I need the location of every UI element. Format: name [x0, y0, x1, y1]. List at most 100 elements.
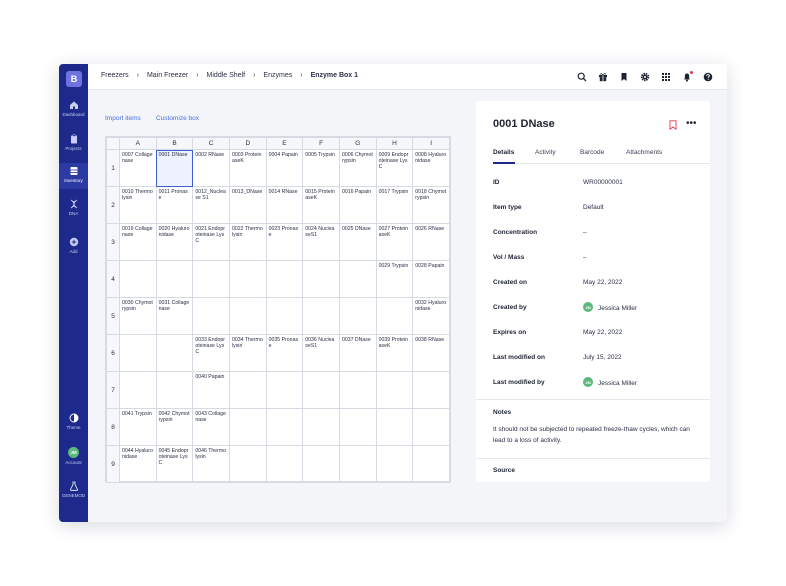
sidebar-item-dashboard[interactable]: Dashboard: [59, 97, 88, 123]
tab-activity[interactable]: Activity: [535, 149, 556, 156]
sidebar-item-dna[interactable]: DNA: [59, 196, 88, 222]
grid-cell-item[interactable]: 0007 Collagenase: [119, 149, 157, 187]
grid-cell-empty[interactable]: [302, 408, 340, 446]
tab-barcode[interactable]: Barcode: [580, 149, 605, 156]
grid-cell-empty[interactable]: [119, 371, 157, 409]
grid-cell-empty[interactable]: [265, 445, 304, 483]
grid-cell-item[interactable]: 0020 Hyaluronidase: [155, 223, 194, 261]
grid-cell-empty[interactable]: [375, 371, 414, 409]
grid-cell-item[interactable]: 0044 Hyaluronidase: [119, 445, 157, 483]
grid-cell-empty[interactable]: [302, 260, 340, 298]
grid-cell-item[interactable]: 0036 NucleaseS1: [302, 334, 340, 372]
grid-cell-item[interactable]: 0039 ProteinaseK: [375, 334, 414, 372]
customize-box-link[interactable]: Customize box: [156, 115, 199, 122]
grid-cell-empty[interactable]: [119, 260, 157, 298]
help-icon[interactable]: [701, 70, 715, 84]
grid-cell-item[interactable]: 0038 RNase: [412, 334, 450, 372]
grid-cell-item[interactable]: 0016 Papain: [338, 186, 377, 224]
grid-cell-item[interactable]: 0009 Endoproteinase LysC: [375, 149, 414, 187]
grid-cell-item[interactable]: 0042 Chymotrypsin: [155, 408, 194, 446]
grid-cell-empty[interactable]: [119, 334, 157, 372]
sidebar-item-projects[interactable]: Projects: [59, 131, 88, 157]
grid-cell-empty[interactable]: [265, 297, 304, 335]
grid-cell-item[interactable]: 0032 Hyaluronidase: [412, 297, 450, 335]
grid-cell-empty[interactable]: [192, 260, 230, 298]
app-logo[interactable]: B: [66, 71, 82, 87]
breadcrumb-enzymes[interactable]: Enzymes: [263, 72, 293, 79]
grid-cell-empty[interactable]: [338, 408, 377, 446]
grid-cell-item[interactable]: 0033 Endoproteinase LysC: [192, 334, 230, 372]
grid-cell-item[interactable]: 0005 Trypsin: [302, 149, 340, 187]
sidebar-item-genemod[interactable]: GENEMOD: [59, 478, 88, 504]
grid-cell-item[interactable]: 0013_DNase: [228, 186, 267, 224]
gift-icon[interactable]: [596, 70, 610, 84]
sidebar-item-theme[interactable]: Theme: [59, 410, 88, 436]
grid-cell-empty[interactable]: [375, 445, 414, 483]
grid-cell-empty[interactable]: [375, 408, 414, 446]
grid-cell-item[interactable]: 0017 Trypsin: [375, 186, 414, 224]
breadcrumb-main-freezer[interactable]: Main Freezer: [146, 72, 189, 79]
breadcrumb-freezers[interactable]: Freezers: [101, 72, 129, 79]
tab-details[interactable]: Details: [493, 149, 515, 156]
grid-cell-item[interactable]: 0045 Endoproteinase LysC: [155, 445, 194, 483]
sidebar-item-inventory[interactable]: Inventory: [59, 163, 88, 189]
grid-cell-item[interactable]: 0012_Nuclease S1: [192, 186, 230, 224]
grid-cell-item[interactable]: 0037 DNase: [338, 334, 377, 372]
grid-cell-empty[interactable]: [302, 445, 340, 483]
gear-icon[interactable]: [638, 70, 652, 84]
grid-cell-item[interactable]: 0021 Endoproteinase LysC: [192, 223, 230, 261]
grid-cell-item[interactable]: 0025 DNase: [338, 223, 377, 261]
more-options-icon[interactable]: •••: [686, 118, 697, 129]
grid-cell-item[interactable]: 0024 NucleaseS1: [302, 223, 340, 261]
sidebar-item-account[interactable]: JM Account: [59, 445, 88, 471]
grid-cell-item[interactable]: 0002 RNase: [192, 149, 230, 187]
tab-attachments[interactable]: Attachments: [626, 149, 663, 156]
grid-cell-empty[interactable]: [302, 297, 340, 335]
grid-cell-item[interactable]: 0006 Chymotrypsin: [338, 149, 377, 187]
grid-cell-empty[interactable]: [228, 445, 267, 483]
sidebar-item-add[interactable]: Add: [59, 234, 88, 260]
grid-cell-empty[interactable]: [228, 260, 267, 298]
grid-cell-item[interactable]: 0015 ProteinaseK: [302, 186, 340, 224]
search-icon[interactable]: [575, 70, 589, 84]
grid-cell-item[interactable]: 0008 Hyaluronidase: [412, 149, 450, 187]
breadcrumb-middle-shelf[interactable]: Middle Shelf: [206, 72, 246, 79]
grid-cell-empty[interactable]: [228, 297, 267, 335]
bookmark-icon[interactable]: [617, 70, 631, 84]
grid-cell-item[interactable]: 0018 Chymotrypsin: [412, 186, 450, 224]
grid-cell-empty[interactable]: [412, 371, 450, 409]
grid-cell-empty[interactable]: [265, 408, 304, 446]
grid-cell-empty[interactable]: [412, 408, 450, 446]
grid-cell-item[interactable]: 0029 Trypsin: [375, 260, 414, 298]
grid-cell-item[interactable]: 0028 Papain: [412, 260, 450, 298]
grid-cell-item[interactable]: 0023 Pronase: [265, 223, 304, 261]
grid-cell-item[interactable]: 0026 RNase: [412, 223, 450, 261]
apps-grid-icon[interactable]: [659, 70, 673, 84]
grid-cell-empty[interactable]: [155, 260, 194, 298]
grid-cell-item[interactable]: 0001 DNase: [155, 149, 194, 187]
grid-cell-empty[interactable]: [375, 297, 414, 335]
bookmark-outline-icon[interactable]: [669, 120, 677, 130]
grid-cell-empty[interactable]: [412, 445, 450, 483]
grid-cell-empty[interactable]: [338, 445, 377, 483]
grid-cell-item[interactable]: 0041 Trypsin: [119, 408, 157, 446]
grid-cell-item[interactable]: 0034 Thermolysin: [228, 334, 267, 372]
grid-cell-empty[interactable]: [338, 371, 377, 409]
grid-cell-item[interactable]: 0014 RNase: [265, 186, 304, 224]
grid-cell-empty[interactable]: [338, 297, 377, 335]
grid-cell-item[interactable]: 0043 Collagenase: [192, 408, 230, 446]
grid-cell-empty[interactable]: [302, 371, 340, 409]
grid-cell-empty[interactable]: [265, 260, 304, 298]
grid-cell-empty[interactable]: [265, 371, 304, 409]
grid-cell-item[interactable]: 0027 ProteinaseK: [375, 223, 414, 261]
grid-cell-empty[interactable]: [155, 334, 194, 372]
grid-cell-empty[interactable]: [155, 371, 194, 409]
grid-cell-item[interactable]: 0003 ProteinaseK: [228, 149, 267, 187]
import-items-link[interactable]: Import items: [105, 115, 141, 122]
grid-cell-empty[interactable]: [228, 371, 267, 409]
grid-cell-item[interactable]: 0031 Collagenase: [155, 297, 194, 335]
grid-cell-item[interactable]: 0004 Papain: [265, 149, 304, 187]
grid-cell-empty[interactable]: [192, 297, 230, 335]
bell-icon[interactable]: [680, 70, 694, 84]
grid-cell-empty[interactable]: [228, 408, 267, 446]
